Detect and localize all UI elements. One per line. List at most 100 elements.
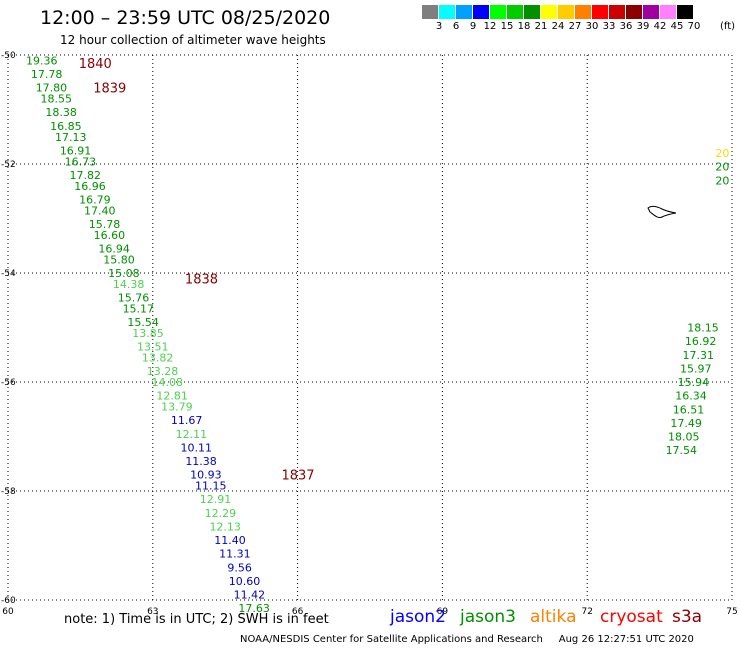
wave-height-label: 13.51 bbox=[137, 341, 169, 354]
color-scale-swatch bbox=[422, 5, 438, 19]
wave-height-label: 17.13 bbox=[55, 131, 87, 144]
wave-height-label: 16.92 bbox=[685, 335, 717, 348]
color-scale-unit: (ft) bbox=[720, 21, 736, 32]
wave-height-label: 17.80 bbox=[36, 82, 68, 95]
wave-height-label: 17.63 bbox=[238, 602, 270, 615]
wave-height-label: 16.51 bbox=[673, 403, 705, 416]
color-scale-label: 21 bbox=[534, 21, 548, 32]
footnote: note: 1) Time is in UTC; 2) SWH is in fe… bbox=[64, 612, 329, 627]
color-scale-label: 70 bbox=[687, 21, 701, 32]
color-scale-swatch bbox=[643, 5, 659, 19]
wave-height-label: 11.31 bbox=[219, 548, 251, 561]
longitude-tick-label: 69 bbox=[437, 607, 449, 617]
color-scale-label: 33 bbox=[602, 21, 616, 32]
wave-height-label: 9.56 bbox=[227, 561, 252, 574]
longitude-tick-label: 60 bbox=[2, 607, 14, 617]
color-scale-label: 3 bbox=[435, 21, 443, 32]
color-scale-label: 27 bbox=[568, 21, 582, 32]
longitude-tick-label: 63 bbox=[147, 607, 158, 617]
longitude-tick-label: 75 bbox=[726, 607, 737, 617]
color-scale-swatch bbox=[439, 5, 455, 19]
wave-height-label: 17.31 bbox=[682, 349, 714, 362]
color-scale-swatch bbox=[541, 5, 557, 19]
color-scale-swatch bbox=[558, 5, 574, 19]
wave-height-label: 19.36 bbox=[26, 54, 58, 67]
color-scale-swatch bbox=[524, 5, 540, 19]
wave-height-label: 10.60 bbox=[229, 575, 261, 588]
wave-height-label: 15.17 bbox=[123, 302, 155, 315]
wave-height-label: 15.78 bbox=[89, 218, 121, 231]
wave-height-label: 18.55 bbox=[41, 93, 73, 106]
color-scale-label: 39 bbox=[636, 21, 650, 32]
island-outline bbox=[647, 205, 677, 218]
pass-time-label: 1838 bbox=[185, 272, 218, 287]
wave-height-label: 13.82 bbox=[142, 351, 174, 364]
wave-height-label: 18.15 bbox=[687, 322, 719, 335]
latitude-tick-label: -58 bbox=[1, 487, 16, 497]
color-scale-label: 45 bbox=[670, 21, 684, 32]
wave-height-label: 10.93 bbox=[190, 469, 222, 482]
wave-height-label: 13.79 bbox=[161, 401, 193, 414]
wave-height-label: 16.73 bbox=[65, 155, 97, 168]
map-title: 12:00 – 23:59 UTC 08/25/2020 bbox=[40, 7, 331, 29]
satellite-legend-cryosat: cryosat bbox=[600, 607, 663, 627]
wave-height-label: 14.08 bbox=[152, 376, 184, 389]
wave-height-label: 16.91 bbox=[60, 144, 92, 157]
wave-height-label: 15.97 bbox=[680, 362, 712, 375]
wave-height-label: 15.80 bbox=[103, 253, 135, 266]
wave-height-label: 18.05 bbox=[668, 431, 700, 444]
wave-height-label: 11.38 bbox=[185, 455, 217, 468]
wave-height-label: 17.78 bbox=[31, 68, 63, 81]
color-scale-label: 15 bbox=[500, 21, 514, 32]
color-scale-swatch bbox=[609, 5, 625, 19]
credit-line: NOAA/NESDIS Center for Satellite Applica… bbox=[240, 634, 694, 645]
wave-height-label: 12.81 bbox=[156, 390, 188, 403]
longitude-tick-label: 72 bbox=[581, 607, 592, 617]
color-scale-label: 12 bbox=[483, 21, 497, 32]
wave-height-label: 17.49 bbox=[670, 417, 702, 430]
color-scale-swatch bbox=[507, 5, 523, 19]
wave-height-label: 16.34 bbox=[675, 390, 707, 403]
wave-height-label: 10.11 bbox=[180, 441, 212, 454]
pass-time-label: 1839 bbox=[93, 82, 126, 97]
map-subtitle: 12 hour collection of altimeter wave hei… bbox=[60, 33, 326, 47]
wave-height-label: 15.54 bbox=[127, 316, 159, 329]
lat-lon-grid: 60 63 66 69 72 75 -50 -52 -54 -56 -58 -60 bbox=[1, 51, 738, 617]
wave-height-label: 16.79 bbox=[79, 193, 111, 206]
color-scale-swatch bbox=[592, 5, 608, 19]
wave-height-label: 11.15 bbox=[195, 480, 227, 493]
satellite-legend-jason2: jason2 bbox=[390, 607, 446, 627]
wave-height-label: 15.94 bbox=[678, 376, 710, 389]
wave-height-label: 12.11 bbox=[176, 428, 208, 441]
wave-height-label: 17.40 bbox=[84, 204, 116, 217]
color-scale-label: 42 bbox=[653, 21, 667, 32]
color-scale-label: 9 bbox=[469, 21, 477, 32]
color-scale-swatch bbox=[575, 5, 591, 19]
pass-time-label: 1840 bbox=[79, 57, 112, 72]
latitude-tick-label: -50 bbox=[1, 51, 16, 61]
wave-height-label: 11.67 bbox=[171, 414, 203, 427]
satellite-legend-s3a: s3a bbox=[672, 607, 703, 627]
color-scale-swatch bbox=[677, 5, 693, 19]
wave-height-label: 11.42 bbox=[234, 589, 266, 602]
wave-height-label: 12.13 bbox=[209, 520, 241, 533]
wave-height-label: 15.76 bbox=[118, 292, 150, 305]
wave-height-label: 13.28 bbox=[147, 365, 179, 378]
pass-time-label: 1837 bbox=[281, 469, 314, 484]
latitude-tick-label: -60 bbox=[1, 596, 16, 606]
wave-height-label: 16.96 bbox=[74, 180, 106, 193]
satellite-legend-altika: altika bbox=[530, 607, 577, 627]
wave-height-label: 16.60 bbox=[94, 229, 126, 242]
color-scale-swatch bbox=[473, 5, 489, 19]
wave-height-label: 16.94 bbox=[98, 242, 130, 255]
color-scale-label: 18 bbox=[517, 21, 531, 32]
wave-height-label: 20 bbox=[715, 161, 729, 174]
wave-height-label: 17.54 bbox=[666, 444, 698, 457]
satellite-legend-jason3: jason3 bbox=[460, 607, 516, 627]
color-scale-swatch bbox=[626, 5, 642, 19]
latitude-tick-label: -56 bbox=[1, 378, 16, 388]
wave-height-label: 18.38 bbox=[45, 106, 77, 119]
latitude-tick-label: -52 bbox=[1, 160, 16, 170]
color-scale-label: 24 bbox=[551, 21, 565, 32]
